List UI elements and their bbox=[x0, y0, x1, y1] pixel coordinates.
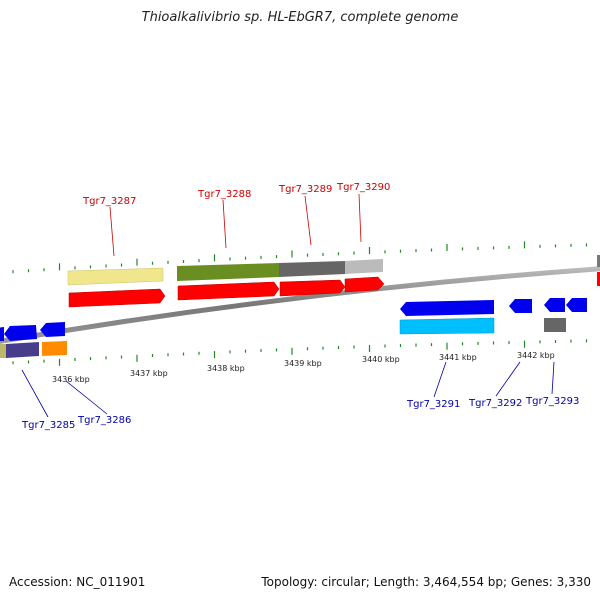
gene-label-tgr7-3290[interactable]: Tgr7_3290 bbox=[336, 182, 390, 193]
scale-label-3437: 3437 kbp bbox=[130, 369, 168, 378]
scale-label-3442: 3442 kbp bbox=[517, 351, 555, 360]
scale-label-3438: 3438 kbp bbox=[207, 364, 245, 373]
scale-label-3439: 3439 kbp bbox=[284, 359, 322, 368]
cds-tgr7-3288[interactable] bbox=[177, 281, 280, 301]
accession-text: Accession: NC_011901 bbox=[9, 575, 146, 589]
cds-edge-left[interactable] bbox=[0, 327, 4, 341]
cds-tgr7-3291[interactable] bbox=[400, 300, 494, 316]
forward-cds-row bbox=[68, 255, 600, 308]
gene-label-tgr7-3292[interactable]: Tgr7_3292 bbox=[468, 398, 522, 409]
gene-label-tgr7-3293[interactable]: Tgr7_3293 bbox=[525, 396, 579, 407]
feature-3285-cog[interactable] bbox=[6, 342, 39, 358]
gene-label-tgr7-3285[interactable]: Tgr7_3285 bbox=[21, 420, 75, 431]
feature-3290-cog[interactable] bbox=[345, 259, 383, 274]
scale-label-3440: 3440 kbp bbox=[362, 355, 400, 364]
reverse-cds-row bbox=[0, 298, 587, 341]
bottom-leader-lines bbox=[21, 361, 555, 418]
feature-3291-cog[interactable] bbox=[399, 317, 495, 335]
upper-tick-row bbox=[12, 241, 588, 274]
cds-tgr7-3285[interactable] bbox=[4, 325, 37, 341]
cds-tgr7-3289[interactable] bbox=[279, 279, 346, 297]
scale-label-3441: 3441 kbp bbox=[439, 353, 477, 362]
cds-tgr7-3293b[interactable] bbox=[566, 298, 587, 312]
gene-label-tgr7-3287[interactable]: Tgr7_3287 bbox=[82, 196, 136, 207]
feature-edge-left[interactable] bbox=[0, 344, 6, 358]
feature-edge-right[interactable] bbox=[597, 255, 600, 267]
feature-3288-cog[interactable] bbox=[177, 263, 279, 281]
gene-label-tgr7-3291[interactable]: Tgr7_3291 bbox=[406, 399, 460, 410]
forward-feature-row-1 bbox=[67, 259, 383, 286]
top-leader-lines bbox=[109, 193, 362, 257]
cds-tgr7-3286[interactable] bbox=[40, 322, 65, 337]
gene-label-tgr7-3289[interactable]: Tgr7_3289 bbox=[278, 184, 332, 195]
reverse-feature-row-1 bbox=[0, 317, 566, 358]
feature-3289-cog[interactable] bbox=[279, 261, 345, 277]
feature-3287-cog[interactable] bbox=[67, 267, 164, 286]
gene-label-tgr7-3288[interactable]: Tgr7_3288 bbox=[197, 189, 251, 200]
scale-label-3436: 3436 kbp bbox=[52, 375, 90, 384]
gene-label-tgr7-3286[interactable]: Tgr7_3286 bbox=[77, 415, 131, 426]
cds-tgr7-3292[interactable] bbox=[509, 299, 532, 313]
cds-edge-right[interactable] bbox=[597, 272, 600, 286]
feature-3286-cog[interactable] bbox=[42, 341, 67, 356]
genome-backbone bbox=[0, 266, 600, 344]
map-title: Thioalkalivibrio sp. HL-EbGR7, complete … bbox=[141, 10, 459, 25]
cds-tgr7-3287[interactable] bbox=[68, 288, 166, 308]
cds-tgr7-3290[interactable] bbox=[344, 276, 385, 293]
topology-text: Topology: circular; Length: 3,464,554 bp… bbox=[261, 575, 591, 589]
lower-tick-row bbox=[12, 339, 588, 366]
feature-3293-cog[interactable] bbox=[544, 318, 566, 332]
cds-tgr7-3293a[interactable] bbox=[544, 298, 565, 312]
